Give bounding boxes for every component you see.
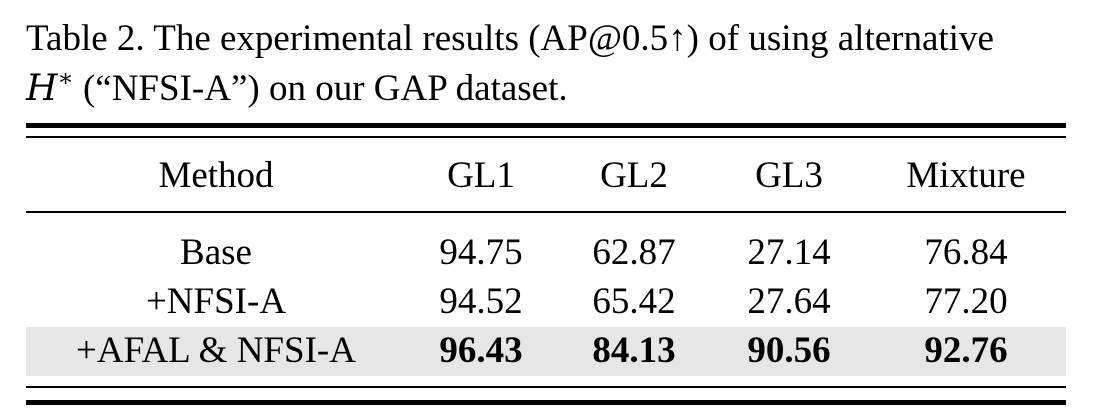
cell-method: +AFAL & NFSI-A (76, 330, 356, 371)
highlight-row-background (26, 327, 1066, 376)
cell-gl1: 94.52 (439, 281, 523, 322)
header-row: Method GL1 GL2 GL3 Mixture (26, 148, 1066, 204)
table-row: Base 94.75 62.87 27.14 76.84 (26, 228, 1066, 277)
caption-line-2: H∗ (“NFSI-A”) on our GAP dataset. (26, 64, 1076, 114)
caption-symbol: H∗ (26, 66, 74, 109)
table-header: Method GL1 GL2 GL3 Mixture (26, 148, 1066, 204)
header-gl1: GL1 (447, 155, 515, 196)
cell-mixture: 76.84 (924, 232, 1008, 273)
table-row: +NFSI-A 94.52 65.42 27.64 77.20 (26, 277, 1066, 326)
cell-gl1: 94.75 (439, 232, 523, 273)
cell-gl2: 65.42 (592, 281, 676, 322)
cell-method: +NFSI-A (145, 281, 287, 322)
bottom-rule-thick (26, 400, 1066, 405)
top-rule-thin (26, 136, 1066, 138)
cell-gl2: 62.87 (592, 232, 676, 273)
caption-line-2-text: (“NFSI-A”) on our GAP dataset. (73, 68, 568, 109)
cell-mixture-best: 92.76 (924, 330, 1008, 371)
caption-symbol-letter: H (26, 68, 58, 109)
cell-gl1-best: 96.43 (439, 330, 523, 371)
table-body: Base 94.75 62.87 27.14 76.84 +NFSI-A 94.… (26, 228, 1066, 375)
cell-mixture: 77.20 (924, 281, 1008, 322)
cell-method: Base (180, 232, 252, 273)
cell-gl3: 27.14 (747, 232, 831, 273)
cell-gl3: 27.64 (747, 281, 831, 322)
caption-line-1: Table 2. The experimental results (AP@0.… (26, 18, 994, 59)
header-gl3: GL3 (755, 155, 823, 196)
table-row-highlighted: +AFAL & NFSI-A 96.43 84.13 90.56 92.76 (26, 326, 1066, 375)
header-mixture: Mixture (906, 155, 1026, 196)
top-rule-thick (26, 123, 1066, 128)
bottom-rule-thin (26, 386, 1066, 388)
header-rule (26, 211, 1066, 213)
header-gl2: GL2 (600, 155, 668, 196)
cell-gl3-best: 90.56 (747, 330, 831, 371)
table-caption: Table 2. The experimental results (AP@0.… (26, 14, 1076, 114)
header-method: Method (158, 155, 274, 196)
caption-symbol-superscript: ∗ (57, 64, 74, 92)
cell-gl2-best: 84.13 (592, 330, 676, 371)
